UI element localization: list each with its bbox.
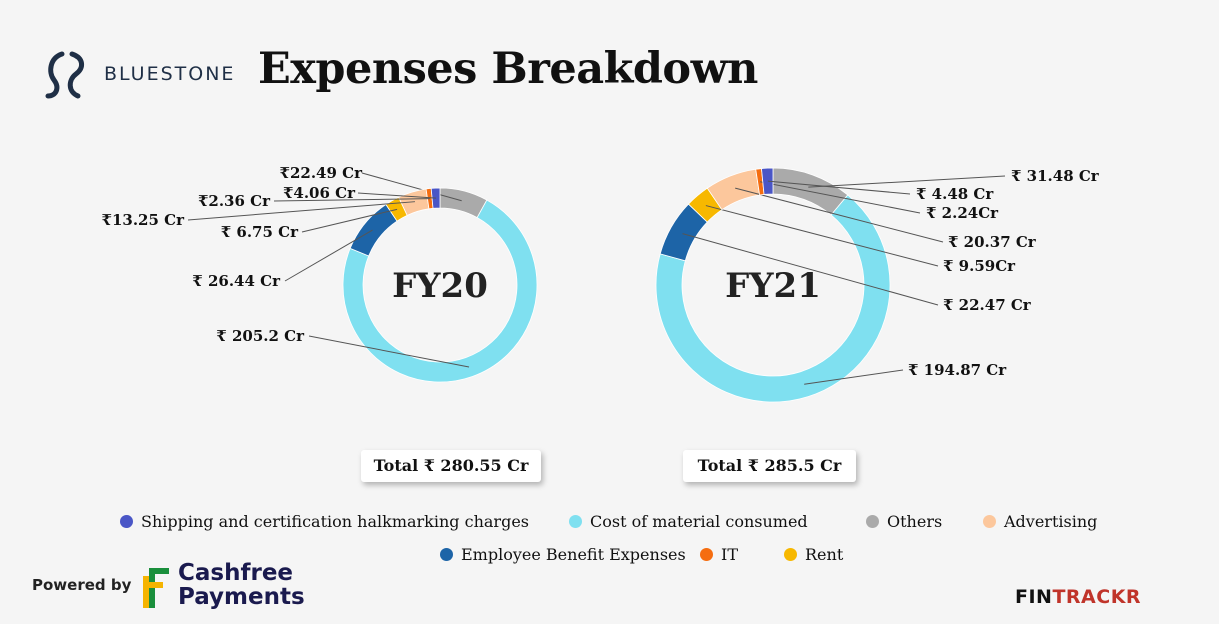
legend-item-advertising: Advertising bbox=[983, 511, 1097, 531]
leader-line-fy20-advertising bbox=[187, 201, 415, 221]
leader-line-fy21-advertising bbox=[735, 187, 944, 243]
legend-label: Cost of material consumed bbox=[590, 511, 808, 531]
data-label-fy21-rent: ₹ 9.59Cr bbox=[943, 257, 1016, 275]
legend-item-cost-of-material-consumed: Cost of material consumed bbox=[569, 511, 808, 531]
legend-swatch bbox=[983, 514, 996, 528]
data-label-fy21-it: ₹ 2.24Cr bbox=[926, 204, 999, 222]
legend-swatch bbox=[120, 514, 133, 528]
legend-label: Shipping and certification halkmarking c… bbox=[141, 511, 529, 531]
brand-name: BLUESTONE bbox=[104, 63, 236, 85]
legend-swatch bbox=[440, 547, 453, 561]
legend-item-others: Others bbox=[866, 511, 942, 531]
legend-item-rent: Rent bbox=[784, 544, 843, 564]
cashfree-line2: Payments bbox=[178, 584, 305, 610]
leader-line-fy20-others bbox=[361, 172, 462, 202]
data-label-fy20-employee-benefit-expenses: ₹ 26.44 Cr bbox=[192, 272, 281, 290]
center-label-fy20: FY20 bbox=[392, 266, 488, 306]
donut-fy21: ₹ 31.48 Cr ₹ 194.87 Cr ₹ 22.47 Cr ₹ 9.59Cr ₹… bbox=[655, 167, 1100, 403]
data-label-fy20-rent: ₹ 6.75 Cr bbox=[221, 223, 299, 241]
data-label-fy21-others: ₹ 31.48 Cr bbox=[1011, 167, 1100, 185]
legend-item-it: IT bbox=[700, 544, 738, 564]
bluestone-logo-icon bbox=[45, 51, 84, 99]
slice-fy21-cost-of-material-consumed bbox=[655, 194, 891, 403]
leader-line-fy20-employee-benefit-expenses bbox=[284, 229, 373, 282]
legend-label: IT bbox=[721, 544, 738, 564]
data-label-fy21-advertising: ₹ 20.37 Cr bbox=[948, 233, 1037, 251]
legend-item-employee-benefit-expenses: Employee Benefit Expenses bbox=[440, 544, 686, 564]
legend-swatch bbox=[569, 514, 582, 528]
leader-line-fy21-it bbox=[760, 181, 921, 214]
data-label-fy20-advertising: ₹13.25 Cr bbox=[102, 211, 186, 229]
slice-fy20-employee-benefit-expenses bbox=[349, 203, 398, 257]
bluestone-logo: BLUESTONE bbox=[42, 50, 252, 100]
data-label-fy20-it: ₹2.36 Cr bbox=[198, 192, 271, 210]
center-label-fy21: FY21 bbox=[725, 266, 821, 306]
data-label-fy20-others: ₹22.49 Cr bbox=[280, 164, 364, 182]
leader-line-fy21-shipping-and-certification-halkmarking-charges bbox=[767, 180, 911, 195]
data-label-fy20-cost-of-material-consumed: ₹ 205.2 Cr bbox=[216, 327, 305, 345]
leader-line-fy21-others bbox=[808, 175, 1006, 188]
leader-line-fy20-rent bbox=[301, 208, 398, 233]
slice-fy20-cost-of-material-consumed bbox=[342, 199, 538, 383]
fintrackr-fin: FIN bbox=[1015, 586, 1053, 608]
data-label-fy20-shipping-and-certification-halkmarking-charges: ₹4.06 Cr bbox=[283, 184, 356, 202]
legend-swatch bbox=[700, 547, 713, 561]
legend-label: Employee Benefit Expenses bbox=[461, 544, 686, 564]
total-fy20: Total ₹ 280.55 Cr bbox=[361, 450, 541, 482]
data-label-fy21-employee-benefit-expenses: ₹ 22.47 Cr bbox=[943, 296, 1032, 314]
leader-line-fy20-cost-of-material-consumed bbox=[308, 335, 470, 368]
legend-swatch bbox=[866, 514, 879, 528]
legend-swatch bbox=[784, 547, 797, 561]
cashfree-line1: Cashfree bbox=[178, 560, 294, 586]
slice-fy21-shipping-and-certification-halkmarking-charges bbox=[761, 167, 774, 195]
fintrackr-trackr: TRACKR bbox=[1052, 586, 1142, 608]
leader-line-fy20-shipping-and-certification-halkmarking-charges bbox=[357, 192, 437, 199]
cashfree-logo-icon bbox=[143, 568, 169, 608]
leader-line-fy21-rent bbox=[705, 205, 939, 267]
legend-label: Others bbox=[887, 511, 943, 531]
fintrackr-logo: FINTRACKR bbox=[1015, 586, 1141, 608]
legend-label: Rent bbox=[805, 544, 844, 564]
data-label-fy21-shipping-and-certification-halkmarking-charges: ₹ 4.48 Cr bbox=[916, 185, 994, 203]
leader-line-fy20-it bbox=[273, 198, 430, 202]
leader-line-fy21-employee-benefit-expenses bbox=[682, 233, 939, 306]
donut-fy20: ₹22.49 Cr ₹ 205.2 Cr ₹ 26.44 Cr ₹ 6.75 Cr ₹1… bbox=[102, 164, 538, 383]
data-label-fy21-cost-of-material-consumed: ₹ 194.87 Cr bbox=[908, 361, 1007, 379]
legend-label: Advertising bbox=[1004, 511, 1098, 531]
cashfree-name: Cashfree Payments bbox=[178, 561, 305, 609]
legend-item-shipping-and-certification-halkmarking-charges: Shipping and certification halkmarking c… bbox=[120, 511, 529, 531]
powered-by-label: Powered by bbox=[32, 576, 132, 594]
leader-line-fy21-cost-of-material-consumed bbox=[804, 369, 904, 385]
page-title: Expenses Breakdown bbox=[258, 44, 758, 94]
total-fy21: Total ₹ 285.5 Cr bbox=[683, 450, 856, 482]
